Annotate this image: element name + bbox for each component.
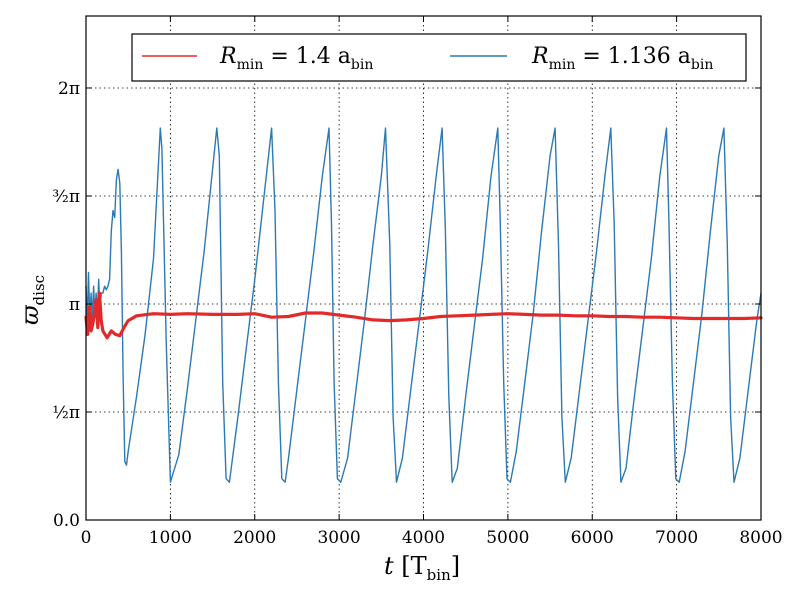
y-tick-label: π xyxy=(69,295,80,315)
y-tick-label: 2π xyxy=(58,79,80,99)
x-tick-label: 8000 xyxy=(739,528,782,548)
x-tick-label: 5000 xyxy=(486,528,529,548)
series-line-rmin-1.136 xyxy=(85,127,762,483)
legend: Rmin = 1.4 abin Rmin = 1.136 abin xyxy=(131,33,747,82)
y-tick-label: 0.0 xyxy=(53,511,80,531)
x-tick-label: 0 xyxy=(81,528,92,548)
x-tick-label: 6000 xyxy=(571,528,614,548)
series-line-rmin-1.4 xyxy=(84,291,763,340)
legend-box xyxy=(131,33,747,82)
x-tick-label: 4000 xyxy=(402,528,445,548)
y-axis-title: ϖdisc xyxy=(16,275,48,325)
y-tick-label: ³⁄₂π xyxy=(52,187,80,207)
legend-label-blue: Rmin = 1.136 abin xyxy=(531,44,713,73)
x-tick-label: 2000 xyxy=(233,528,276,548)
x-tick-label: 1000 xyxy=(149,528,192,548)
y-tick-label: ½π xyxy=(52,403,80,423)
grid-layer xyxy=(86,16,761,520)
tick-layer: 0 1000 2000 3000 4000 5000 6000 7000 8000 0.0 ½π π ³… xyxy=(52,16,783,548)
series-layer xyxy=(84,127,763,483)
x-axis-title: t [Tbin] xyxy=(384,552,460,584)
x-tick-label: 7000 xyxy=(655,528,698,548)
legend-label-red: Rmin = 1.4 abin xyxy=(219,44,373,73)
x-tick-label: 3000 xyxy=(317,528,360,548)
